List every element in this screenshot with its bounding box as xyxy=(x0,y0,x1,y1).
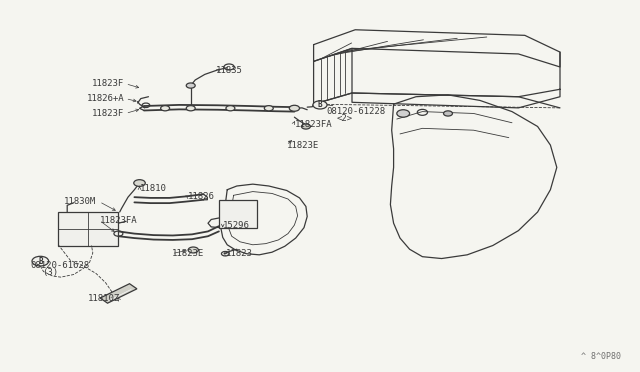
Bar xyxy=(100,284,137,303)
Circle shape xyxy=(161,106,170,111)
Text: 11823F: 11823F xyxy=(92,79,124,88)
Text: 11823: 11823 xyxy=(226,249,253,258)
Text: 11823E: 11823E xyxy=(287,141,319,150)
Circle shape xyxy=(444,111,452,116)
Circle shape xyxy=(186,83,195,88)
Circle shape xyxy=(313,101,327,109)
Text: 11826: 11826 xyxy=(188,192,215,201)
Text: 11823FA: 11823FA xyxy=(100,216,138,225)
Circle shape xyxy=(301,124,310,129)
Text: <2>: <2> xyxy=(337,114,353,123)
Circle shape xyxy=(188,247,198,253)
Text: 11835: 11835 xyxy=(216,66,243,75)
Text: 15296: 15296 xyxy=(223,221,250,230)
Circle shape xyxy=(186,106,195,111)
Text: 11823F: 11823F xyxy=(92,109,124,118)
Text: 11826+A: 11826+A xyxy=(86,94,124,103)
Text: 11830M: 11830M xyxy=(64,197,96,206)
Text: 11823FA: 11823FA xyxy=(294,120,332,129)
Circle shape xyxy=(397,110,410,117)
Text: 11823E: 11823E xyxy=(172,249,204,258)
Text: 11810: 11810 xyxy=(140,185,166,193)
Circle shape xyxy=(226,106,235,111)
Text: 11810Z: 11810Z xyxy=(88,294,120,303)
Bar xyxy=(58,212,118,246)
Bar xyxy=(219,200,257,228)
Text: B: B xyxy=(317,100,323,109)
Text: 08120-61628: 08120-61628 xyxy=(31,262,90,270)
Text: 08120-61228: 08120-61228 xyxy=(326,107,385,116)
Circle shape xyxy=(289,105,300,111)
Circle shape xyxy=(134,180,145,186)
Text: ^ 8^0P80: ^ 8^0P80 xyxy=(581,352,621,361)
Circle shape xyxy=(32,256,49,266)
Text: (3): (3) xyxy=(42,268,58,277)
Text: B: B xyxy=(38,257,43,266)
Circle shape xyxy=(264,106,273,111)
